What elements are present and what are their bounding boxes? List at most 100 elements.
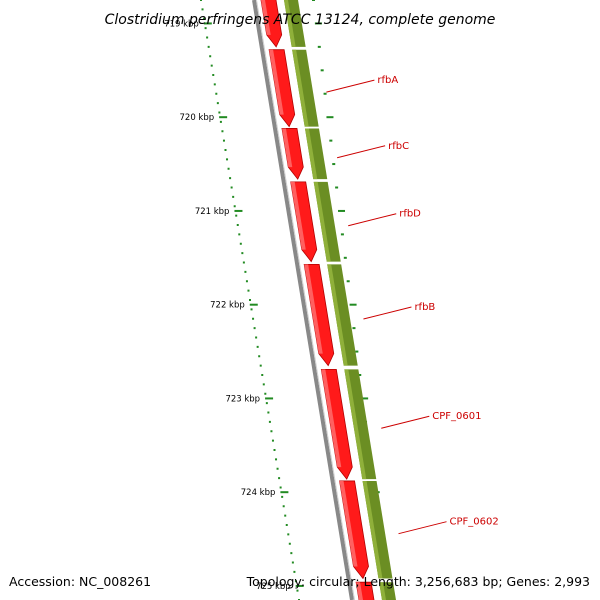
outer-ruler-tick [326, 116, 334, 119]
ruler-dot [222, 139, 225, 142]
ruler-dot [244, 270, 247, 273]
label-leader-line [398, 521, 447, 535]
gene-label-cpf_0602: CPF_0602 [450, 517, 499, 528]
outer-ruler-tick [320, 69, 324, 72]
ruler-dot [230, 186, 233, 189]
label-leader-line [336, 145, 386, 159]
ruler-dot [262, 383, 265, 386]
ruler-dot [293, 570, 296, 573]
ruler-dot [239, 242, 242, 245]
accession-text: Accession: NC_008261 [9, 574, 151, 589]
kbp-label: 724 kbp [241, 488, 276, 498]
backbone-line [252, 0, 354, 600]
gene-label-rfbd: rfbD [399, 209, 421, 220]
outer-ruler-tick [355, 350, 359, 353]
ruler-dot [259, 364, 262, 367]
kbp-label: 719 kbp [164, 19, 199, 29]
ruler-dot [215, 92, 218, 95]
ruler-dot [285, 524, 288, 526]
ruler-dot [278, 477, 281, 480]
ruler-dot [268, 420, 271, 423]
ruler-dot [236, 224, 239, 226]
outer-ruler-tick [343, 256, 347, 259]
gene-block-highlight [344, 369, 367, 480]
outer-ruler-tick [332, 163, 336, 166]
outer-ruler-tick [317, 45, 321, 48]
outer-ruler-tick [358, 374, 362, 376]
outer-ruler-tick [361, 397, 369, 400]
outer-ruler-tick [349, 303, 357, 306]
backbone [252, 0, 355, 600]
ruler-dot [288, 542, 291, 545]
cds-arrow-highlight [269, 49, 284, 115]
cds-arrow-highlight [290, 181, 306, 250]
ruler-dot [261, 374, 264, 376]
outer-ruler-tick [346, 280, 350, 283]
kbp-label: 720 kbp [180, 113, 215, 123]
map-title: Clostridium perfringens ATCC 13124, comp… [105, 12, 496, 28]
ruler-dot [264, 392, 267, 395]
ruler-dot [209, 55, 212, 58]
outer-ruler-tick [340, 233, 344, 236]
major-tick [265, 397, 274, 400]
ruler-dot [245, 280, 248, 283]
ruler-dot [201, 8, 204, 11]
ruler-dot [224, 149, 227, 151]
ruler-dot [241, 252, 244, 255]
ruler-dot [271, 439, 274, 442]
ruler-dot [258, 355, 261, 358]
gene-block-highlight [304, 128, 318, 180]
outer-ruler-tick [338, 209, 346, 212]
ruler-dot [221, 130, 224, 133]
gene-label-rfbb: rfbB [414, 302, 435, 313]
ruler-dot [250, 308, 253, 311]
gene-label-rfba: rfbA [377, 75, 398, 86]
outer-ruler-tick [352, 327, 356, 330]
outer-ruler-tick [312, 0, 315, 1]
ruler-dot [282, 505, 285, 508]
ruler-dot [291, 561, 294, 564]
ruler-dot [238, 233, 241, 236]
ruler-dot [204, 27, 207, 30]
ruler-dot [242, 261, 245, 264]
cds-arrow-highlight [304, 264, 323, 354]
cds-track [260, 0, 375, 600]
gene-label-cpf_0601: CPF_0601 [432, 411, 481, 422]
gene-block-highlight [313, 181, 331, 262]
ruler-dot [255, 336, 258, 339]
ruler-dot [213, 83, 216, 86]
cds-arrow-highlight [281, 128, 293, 168]
cds-arrow-highlight [321, 369, 342, 468]
major-tick [249, 303, 258, 306]
cds-arrow-highlight [339, 480, 358, 567]
label-leader-line [326, 79, 375, 93]
ruler-dot [279, 486, 282, 489]
label-leader-line [363, 306, 412, 320]
ruler-dot [253, 327, 256, 330]
gene-block-highlight [284, 0, 296, 47]
ruler-dot [232, 195, 235, 198]
ruler-dot [233, 205, 236, 208]
ruler-dot [207, 45, 210, 48]
ruler-dot [249, 299, 251, 301]
ruler-dot [206, 36, 209, 39]
label-leader-line [381, 415, 430, 429]
kbp-label: 723 kbp [225, 394, 260, 404]
ruler-dot [275, 458, 278, 461]
outer-ruler-tick [323, 92, 327, 95]
backbone-highlight [256, 0, 355, 600]
genome-summary-text: Topology: circular; Length: 3,256,683 bp… [246, 574, 590, 589]
ruler-dot [294, 580, 297, 583]
cds-arrow-highlight [356, 582, 364, 600]
gene-block-highlight [362, 480, 383, 579]
outer-ruler-tick [314, 22, 322, 25]
gene-track [284, 0, 397, 600]
ruler-dot [229, 177, 232, 180]
ruler-dot [200, 0, 202, 1]
ruler-dot [290, 552, 293, 555]
ruler-dot [226, 158, 229, 161]
ruler-dot [212, 74, 215, 76]
ruler-dot [235, 214, 238, 217]
gene-label-rfbc: rfbC [388, 141, 409, 152]
